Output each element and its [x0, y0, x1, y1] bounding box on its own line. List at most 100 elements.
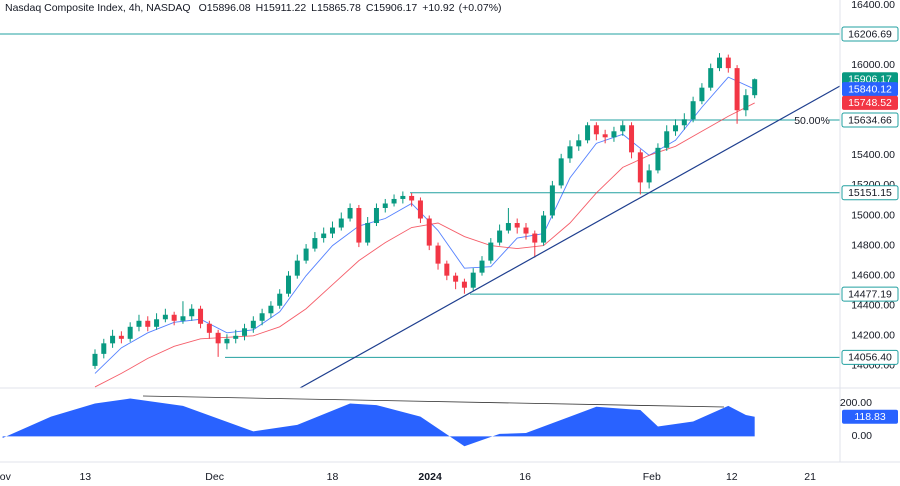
candle-body — [338, 218, 344, 228]
y-tick-label: 14800.00 — [851, 239, 895, 251]
candle-body — [347, 207, 353, 219]
candle-body — [180, 316, 186, 321]
candle-body — [690, 101, 696, 120]
candle-body — [242, 328, 248, 336]
candle-body — [145, 320, 151, 327]
candle-body — [488, 242, 494, 261]
candle-body — [277, 293, 283, 306]
plot — [0, 33, 840, 447]
candle-body — [268, 305, 274, 314]
candle-body — [585, 125, 591, 141]
candle-body — [286, 275, 292, 294]
level-badge-label: 15634.66 — [848, 114, 892, 126]
candle-body — [101, 343, 107, 354]
candle-body — [505, 223, 511, 231]
candle-body — [611, 131, 617, 138]
price-badge-label: 15840.12 — [848, 83, 892, 95]
header: Nasdaq Composite Index, 4h, NASDAQ — [5, 2, 191, 14]
candle-body — [409, 195, 415, 201]
y-tick-label: 15400.00 — [851, 149, 895, 161]
candle-body — [664, 131, 670, 148]
candle-body — [681, 119, 687, 126]
x-tick-label: 2024 — [418, 471, 442, 483]
candle-body — [593, 125, 599, 135]
candle-body — [708, 68, 714, 88]
candle-body — [426, 218, 432, 246]
ohlc-key: C — [366, 2, 374, 14]
ohlc-value: 15911.22 — [263, 2, 306, 14]
x-tick-label: Feb — [643, 471, 661, 483]
candle-body — [629, 125, 635, 153]
candle-body — [233, 335, 239, 339]
candle-body — [673, 125, 679, 132]
x-tick-label: 16 — [519, 471, 531, 483]
candle-body — [541, 215, 547, 243]
candle-body — [224, 338, 230, 344]
level-badge-label: 16206.69 — [848, 28, 892, 40]
change-value: +10.92 — [422, 2, 455, 14]
candle-body — [110, 335, 116, 344]
x-tick-label: 18 — [327, 471, 339, 483]
fib-label-bg — [795, 116, 829, 127]
y-tick-label: 0.00 — [852, 430, 873, 442]
candle-body — [532, 233, 538, 243]
candle-body — [154, 319, 160, 327]
candle-body — [92, 353, 98, 366]
price-badge-label: 118.83 — [854, 411, 885, 423]
candle-body — [303, 248, 309, 261]
candle-body — [558, 158, 564, 186]
candle-body — [444, 263, 450, 276]
trend-line — [299, 85, 841, 389]
candle-body — [699, 87, 705, 102]
candle-body — [743, 95, 749, 111]
candle-body — [716, 57, 722, 69]
candle-body — [752, 79, 758, 96]
candle-body — [576, 140, 582, 147]
price-badge-label: 15748.52 — [848, 97, 892, 109]
candle-body — [373, 207, 379, 224]
x-tick-label: 21 — [804, 471, 816, 483]
ohlc-value: 15896.08 — [207, 2, 251, 14]
candle-body — [206, 323, 212, 333]
oscillator-area — [2, 398, 755, 447]
candle-body — [549, 185, 555, 216]
candle-body — [136, 320, 142, 327]
moving-average — [94, 102, 755, 388]
candle-body — [365, 223, 371, 243]
candle-body — [514, 223, 520, 228]
candle-body — [356, 207, 362, 243]
chart-title: Nasdaq Composite Index, 4h, NASDAQ — [5, 2, 191, 14]
price-badge — [842, 95, 898, 110]
candle-body — [479, 260, 485, 273]
price-badge — [842, 82, 898, 97]
candle-body — [470, 272, 476, 288]
price-badge — [842, 409, 898, 424]
level-badge — [841, 185, 899, 201]
y-tick-label: 15000.00 — [851, 209, 895, 221]
level-badge-label: 14056.40 — [848, 352, 892, 364]
candle-body — [329, 227, 335, 234]
x-tick-label: Dec — [205, 471, 224, 483]
candle-body — [312, 238, 318, 249]
y-tick-label: 200.00 — [840, 397, 872, 409]
candle-body — [602, 134, 608, 138]
candle-body — [198, 308, 204, 324]
y-tick-label: 16400.00 — [851, 0, 895, 11]
x-tick-label: 13 — [79, 471, 91, 483]
ohlc-value: 15906.17 — [373, 2, 417, 14]
candle-body — [250, 320, 256, 329]
candle-body — [655, 147, 661, 171]
candle-body — [118, 335, 124, 339]
level-badge — [841, 286, 899, 302]
candle-body — [259, 313, 265, 321]
candle-body — [646, 170, 652, 183]
change-value: (+0.07%) — [459, 2, 502, 14]
candle-body — [523, 227, 529, 234]
candle-body — [725, 57, 731, 69]
candle-body — [215, 332, 221, 344]
candle-body — [620, 125, 626, 132]
ohlc-key: H — [256, 2, 264, 14]
candle-body — [162, 314, 168, 320]
candle-body — [321, 233, 327, 239]
